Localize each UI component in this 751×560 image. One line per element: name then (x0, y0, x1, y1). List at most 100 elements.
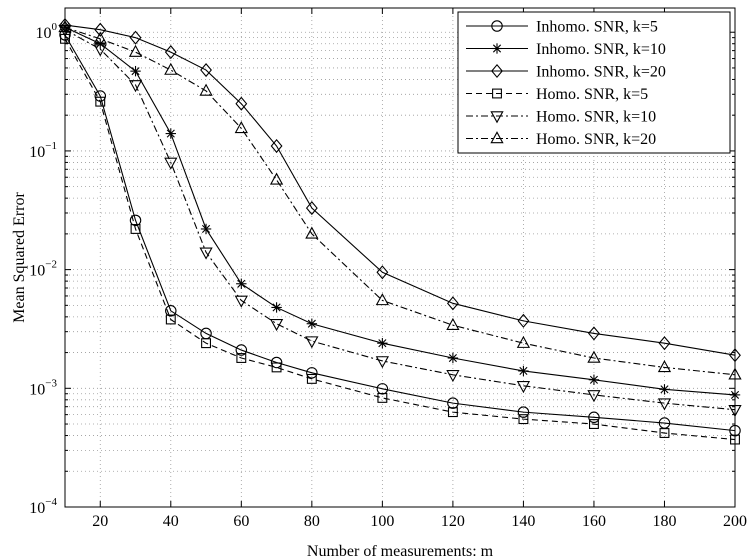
data-point-star (271, 302, 282, 313)
legend-marker (491, 20, 503, 32)
series-line (64, 24, 736, 356)
data-point-circle (447, 397, 459, 409)
data-point-triangle-down (375, 356, 389, 369)
legend-label: Homo. SNR, k=10 (536, 109, 656, 126)
data-point-circle (270, 356, 283, 369)
data-point-star (236, 278, 247, 289)
series-line (64, 38, 736, 441)
y-tick-label: 10−4 (29, 496, 57, 517)
data-point-diamond (270, 138, 283, 154)
data-point-triangle-down (164, 157, 178, 170)
data-point-square (130, 224, 141, 234)
data-point-circle (235, 344, 248, 356)
data-point-square (447, 407, 458, 418)
data-point-square (588, 419, 599, 429)
legend-label: Homo. SNR, k=5 (536, 86, 648, 103)
legend-marker (492, 88, 502, 99)
x-tick-label: 100 (370, 513, 394, 530)
plot-series (58, 17, 742, 445)
series-6 (58, 19, 742, 380)
legend-marker (490, 131, 504, 144)
plot-frame (64, 7, 736, 508)
data-point-diamond (235, 96, 248, 111)
data-point-star (659, 384, 670, 395)
x-tick-label: 120 (441, 513, 465, 530)
data-point-square (165, 314, 176, 325)
data-point-triangle-down (587, 390, 601, 403)
data-point-diamond (658, 336, 671, 351)
series-3 (59, 17, 741, 363)
legend-box (457, 11, 731, 154)
data-point-triangle-up (234, 120, 248, 134)
data-point-diamond (517, 313, 530, 328)
data-point-triangle-up (446, 317, 460, 330)
y-axis-label: Mean Squared Error (11, 192, 28, 323)
data-point-diamond (164, 45, 177, 60)
data-point-diamond (94, 22, 107, 37)
legend-label: Inhomo. SNR, k=5 (536, 19, 658, 36)
legend-entry: Inhomo. SNR, k=5 (466, 19, 658, 36)
legend-marker (490, 111, 504, 124)
y-tick-label: 10−1 (29, 140, 57, 161)
data-point-diamond (446, 296, 459, 311)
legend-entry: Homo. SNR, k=20 (466, 131, 656, 148)
data-point-triangle-up (516, 335, 531, 348)
legend-marker (491, 63, 503, 79)
x-tick-label: 200 (723, 513, 747, 530)
series-1 (59, 29, 741, 437)
data-point-triangle-down (234, 295, 248, 308)
data-point-star (518, 365, 529, 377)
x-tick-label: 80 (304, 513, 320, 530)
x-axis-label: Number of measurements: m (307, 543, 494, 560)
data-point-square (95, 96, 106, 107)
data-point-square (377, 392, 388, 403)
data-point-circle (517, 406, 530, 418)
x-tick-label: 180 (652, 513, 676, 530)
data-point-circle (588, 411, 600, 424)
data-point-star (95, 38, 106, 49)
data-point-square (659, 428, 670, 438)
y-tick-label: 100 (36, 21, 58, 42)
data-point-circle (306, 367, 318, 379)
data-point-star (377, 337, 388, 349)
data-point-square (271, 362, 282, 373)
y-tick-label: 10−3 (29, 377, 57, 398)
data-point-star (200, 223, 212, 235)
data-point-diamond (588, 326, 600, 341)
data-point-triangle-up (587, 350, 601, 363)
data-point-triangle-up (93, 31, 107, 44)
data-point-triangle-up (199, 83, 213, 96)
data-point-triangle-down (516, 381, 531, 394)
data-point-diamond (129, 30, 142, 45)
series-line (64, 34, 736, 432)
x-tick-label: 140 (511, 513, 535, 530)
data-point-square (306, 373, 317, 384)
data-point-diamond (376, 265, 389, 280)
data-point-triangle-down (199, 247, 213, 260)
legend-label: Homo. SNR, k=20 (536, 131, 656, 148)
data-point-square (236, 353, 247, 363)
x-tick-label: 160 (582, 513, 606, 530)
data-point-star (588, 374, 600, 385)
data-point-triangle-up (305, 226, 319, 239)
data-point-triangle-down (446, 370, 460, 383)
data-point-triangle-down (657, 398, 672, 411)
data-point-triangle-up (269, 172, 284, 185)
data-point-triangle-up (657, 360, 672, 373)
data-point-triangle-down (93, 44, 107, 57)
series-4 (60, 33, 740, 445)
data-point-triangle-up (375, 293, 389, 306)
data-point-square (518, 414, 529, 425)
data-point-star (306, 318, 318, 329)
data-point-triangle-up (128, 44, 143, 57)
data-point-triangle-down (128, 80, 143, 93)
data-point-diamond (200, 63, 212, 78)
legend-label: Inhomo. SNR, k=10 (536, 41, 666, 58)
x-tick-label: 20 (92, 513, 108, 530)
legend-entry: Inhomo. SNR, k=20 (466, 64, 666, 81)
data-point-circle (129, 214, 142, 227)
data-point-star (447, 352, 459, 364)
legend-marker (491, 43, 503, 54)
legend-label: Inhomo. SNR, k=20 (536, 64, 666, 81)
